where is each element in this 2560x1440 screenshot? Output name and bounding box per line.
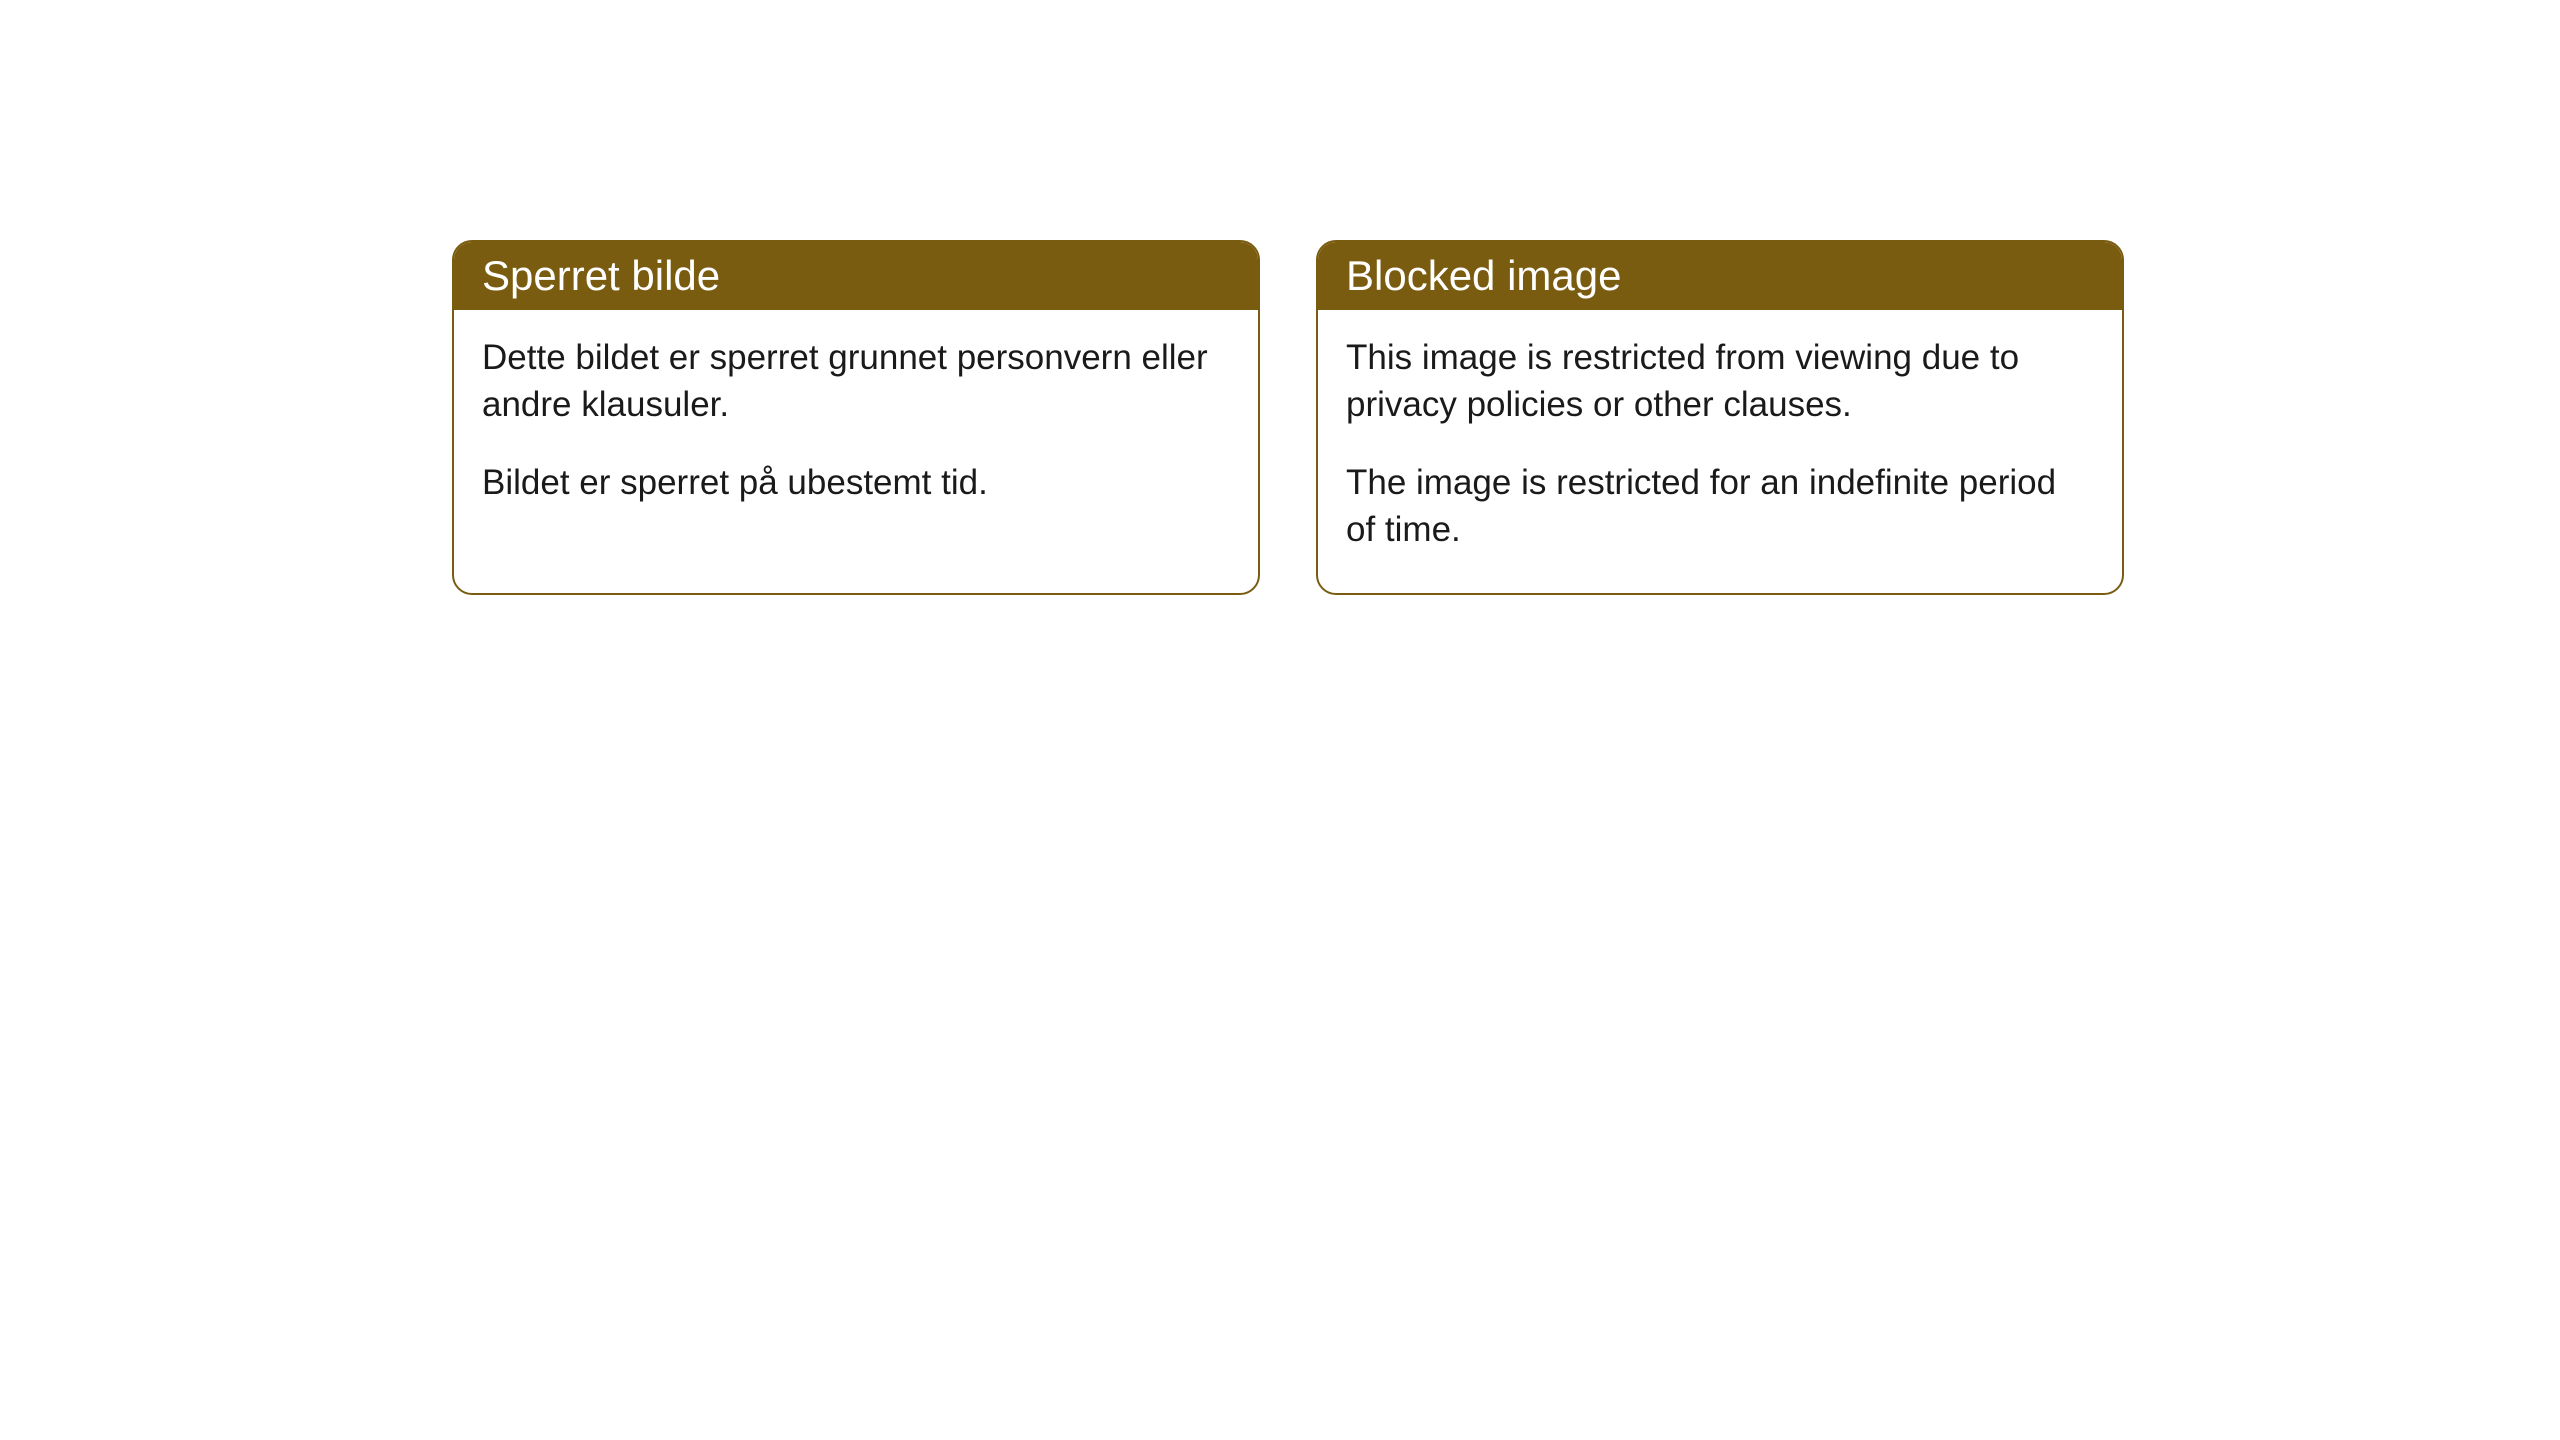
card-paragraph: Dette bildet er sperret grunnet personve… xyxy=(482,334,1230,429)
notice-card-norwegian: Sperret bilde Dette bildet er sperret gr… xyxy=(452,240,1260,595)
card-header: Sperret bilde xyxy=(454,242,1258,310)
notice-card-english: Blocked image This image is restricted f… xyxy=(1316,240,2124,595)
card-body: This image is restricted from viewing du… xyxy=(1318,310,2122,593)
card-paragraph: Bildet er sperret på ubestemt tid. xyxy=(482,459,1230,506)
card-paragraph: The image is restricted for an indefinit… xyxy=(1346,459,2094,554)
notice-cards-container: Sperret bilde Dette bildet er sperret gr… xyxy=(452,240,2560,595)
card-body: Dette bildet er sperret grunnet personve… xyxy=(454,310,1258,546)
card-header: Blocked image xyxy=(1318,242,2122,310)
card-title: Blocked image xyxy=(1346,252,1621,299)
card-title: Sperret bilde xyxy=(482,252,720,299)
card-paragraph: This image is restricted from viewing du… xyxy=(1346,334,2094,429)
